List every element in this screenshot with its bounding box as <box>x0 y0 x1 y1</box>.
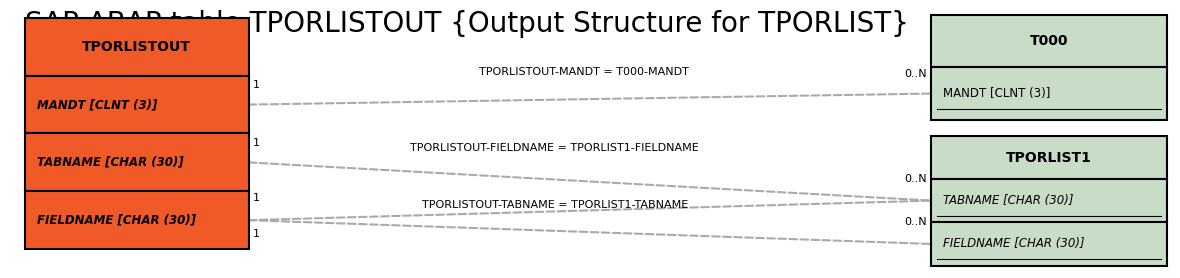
Text: 1: 1 <box>254 229 261 239</box>
FancyBboxPatch shape <box>25 18 249 76</box>
FancyBboxPatch shape <box>25 76 249 133</box>
Text: TABNAME [CHAR (30)]: TABNAME [CHAR (30)] <box>37 156 183 169</box>
FancyBboxPatch shape <box>931 179 1167 222</box>
Text: 1: 1 <box>254 138 261 148</box>
Text: 0..N: 0..N <box>904 217 926 227</box>
Text: FIELDNAME [CHAR (30)]: FIELDNAME [CHAR (30)] <box>37 214 196 227</box>
Text: MANDT [CLNT (3)]: MANDT [CLNT (3)] <box>943 87 1050 100</box>
Text: 0..N: 0..N <box>904 173 926 183</box>
FancyBboxPatch shape <box>931 15 1167 68</box>
Text: TPORLIST1: TPORLIST1 <box>1007 151 1092 165</box>
FancyBboxPatch shape <box>931 222 1167 265</box>
FancyBboxPatch shape <box>25 191 249 249</box>
FancyBboxPatch shape <box>25 133 249 191</box>
FancyBboxPatch shape <box>931 136 1167 179</box>
Text: MANDT [CLNT (3)]: MANDT [CLNT (3)] <box>37 98 157 111</box>
Text: 1: 1 <box>254 80 261 90</box>
Text: TABNAME [CHAR (30)]: TABNAME [CHAR (30)] <box>943 194 1074 207</box>
Text: TPORLISTOUT-FIELDNAME = TPORLIST1-FIELDNAME: TPORLISTOUT-FIELDNAME = TPORLIST1-FIELDN… <box>411 143 699 153</box>
Text: SAP ABAP table TPORLISTOUT {Output Structure for TPORLIST}: SAP ABAP table TPORLISTOUT {Output Struc… <box>25 10 909 38</box>
Text: 1: 1 <box>254 193 261 203</box>
Text: T000: T000 <box>1030 34 1068 48</box>
Text: TPORLISTOUT-MANDT = T000-MANDT: TPORLISTOUT-MANDT = T000-MANDT <box>479 66 689 76</box>
FancyBboxPatch shape <box>931 68 1167 120</box>
Text: 0..N: 0..N <box>904 69 926 79</box>
Text: FIELDNAME [CHAR (30)]: FIELDNAME [CHAR (30)] <box>943 237 1084 250</box>
Text: TPORLISTOUT: TPORLISTOUT <box>83 40 191 54</box>
Text: TPORLISTOUT-TABNAME = TPORLIST1-TABNAME: TPORLISTOUT-TABNAME = TPORLIST1-TABNAME <box>421 200 688 210</box>
